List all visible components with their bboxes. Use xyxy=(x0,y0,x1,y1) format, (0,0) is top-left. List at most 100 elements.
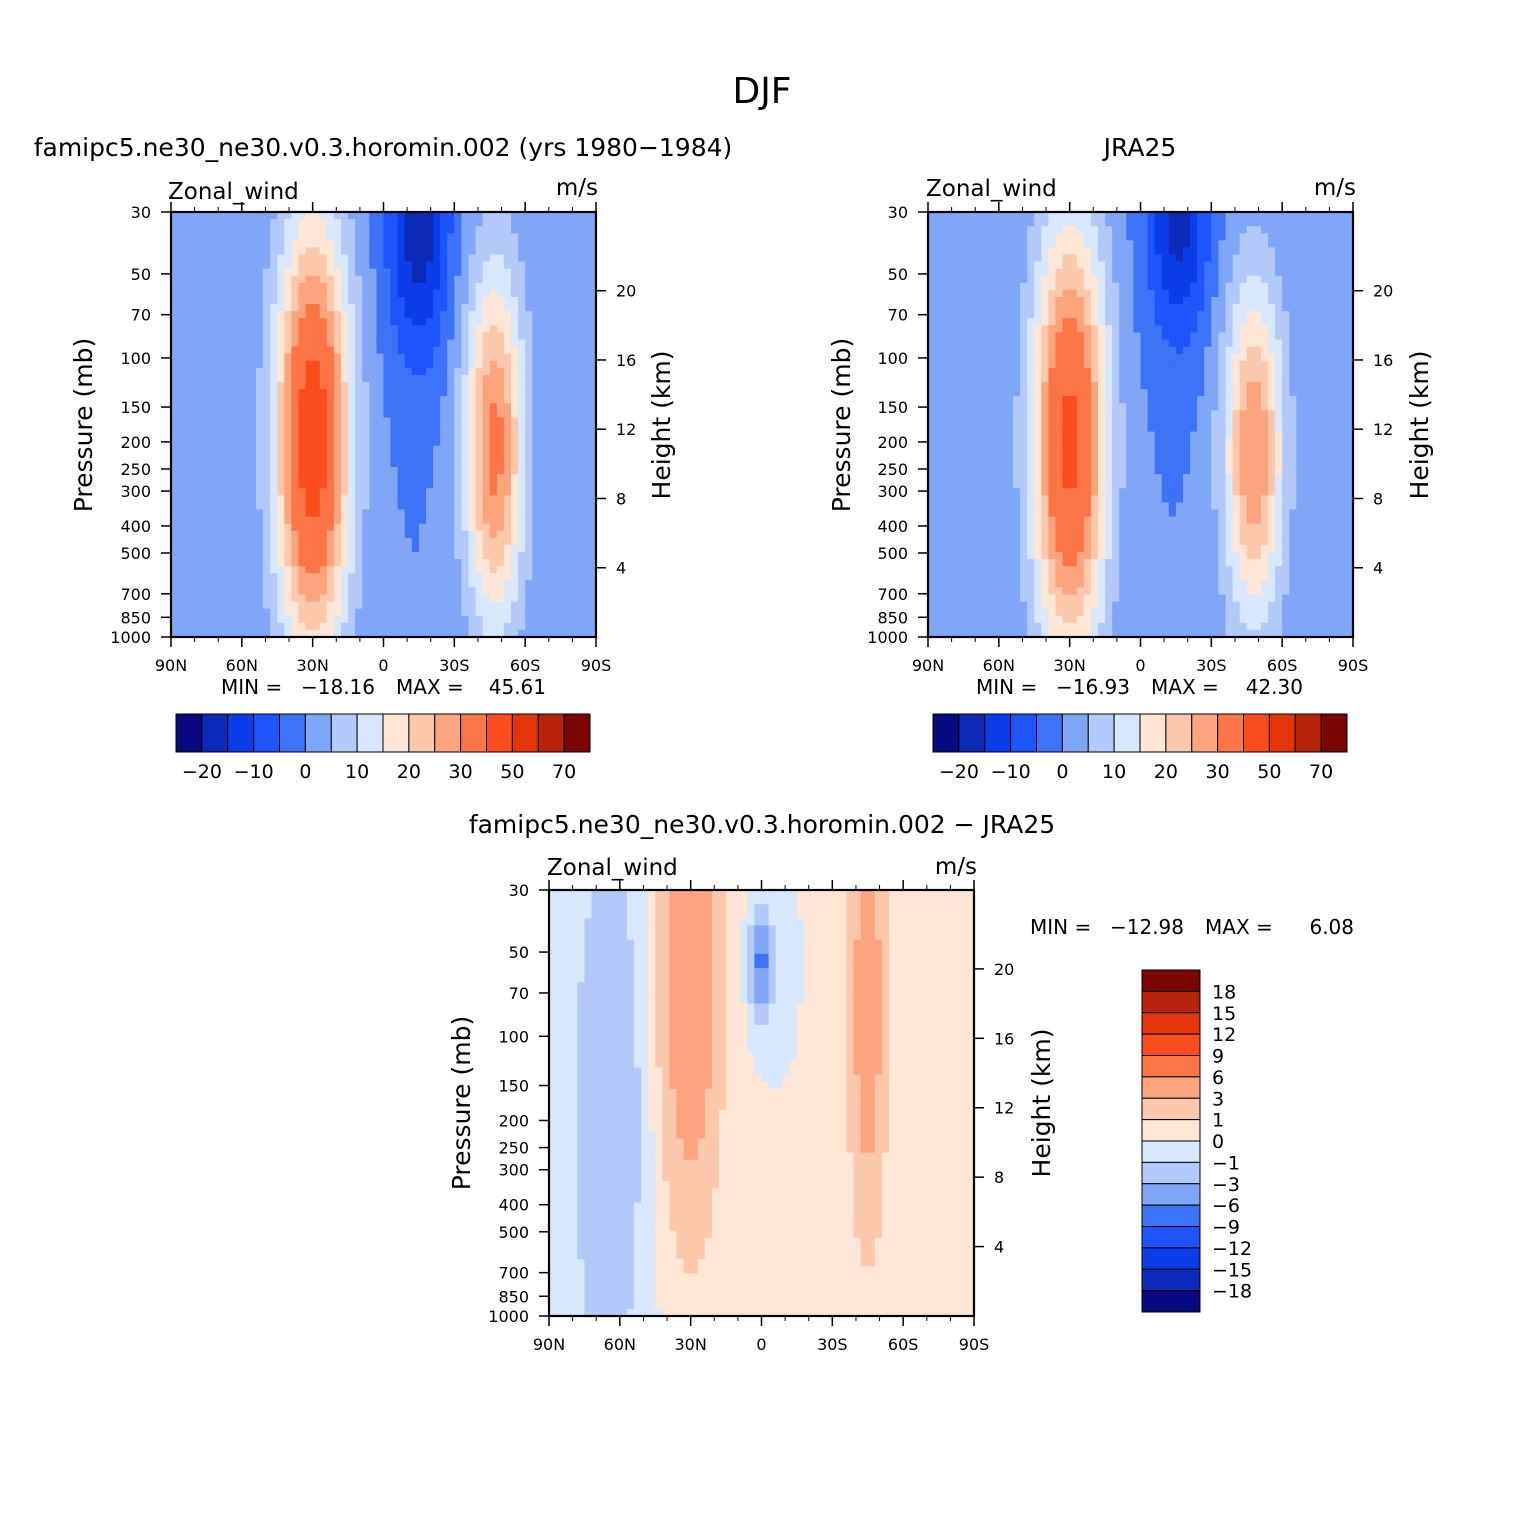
field-cell xyxy=(935,452,943,461)
field-cell xyxy=(213,410,222,419)
field-cell xyxy=(539,396,548,404)
field-cell xyxy=(447,417,455,426)
field-cell xyxy=(404,438,413,447)
field-cell xyxy=(213,417,222,426)
field-cell xyxy=(468,502,477,511)
field-cell xyxy=(362,530,370,539)
field-cell xyxy=(241,622,250,631)
field-cell xyxy=(369,594,378,603)
field-cell xyxy=(525,516,533,525)
field-cell xyxy=(546,474,555,482)
field-cell xyxy=(1013,438,1021,447)
field-cell xyxy=(333,431,342,440)
field-cell xyxy=(518,601,526,610)
field-cell xyxy=(461,502,470,511)
field-cell xyxy=(171,502,179,511)
field-cell xyxy=(1055,212,1064,220)
field-cell xyxy=(935,424,943,433)
field-cell xyxy=(220,608,229,617)
field-cell xyxy=(977,282,986,291)
field-cell xyxy=(326,580,335,589)
field-cell xyxy=(1048,573,1057,581)
x-tick-label: 0 xyxy=(378,656,388,675)
field-cell xyxy=(553,396,562,404)
field-cell xyxy=(185,544,193,553)
field-cell xyxy=(355,219,363,227)
field-cell xyxy=(942,502,950,511)
field-cell xyxy=(1069,608,1078,617)
field-cell xyxy=(489,559,498,567)
field-cell xyxy=(326,268,335,277)
field-cell xyxy=(241,537,250,546)
field-cell xyxy=(1020,516,1028,525)
field-cell xyxy=(454,530,463,539)
field-cell xyxy=(963,580,972,589)
field-cell xyxy=(991,410,1000,419)
field-cell xyxy=(581,537,590,546)
field-cell xyxy=(312,374,321,383)
field-cell xyxy=(1041,424,1050,433)
field-cell xyxy=(942,382,950,390)
field-cell xyxy=(588,353,597,362)
field-cell xyxy=(956,580,965,589)
field-cell xyxy=(298,516,307,525)
field-cell xyxy=(404,325,413,334)
field-cell xyxy=(935,417,943,426)
field-cell xyxy=(581,459,590,468)
field-cell xyxy=(475,254,484,263)
field-cell xyxy=(362,219,370,227)
field-cell xyxy=(1020,374,1028,383)
field-cell xyxy=(185,488,193,496)
field-cell xyxy=(998,289,1007,298)
field-cell xyxy=(525,360,533,369)
field-cell xyxy=(305,587,314,596)
field-cell xyxy=(319,587,328,596)
field-cell xyxy=(178,587,186,596)
field-cell xyxy=(206,233,215,241)
field-cell xyxy=(291,580,300,589)
field-cell xyxy=(553,459,562,468)
field-cell xyxy=(1034,389,1042,397)
field-cell xyxy=(291,403,300,411)
field-cell xyxy=(525,396,533,404)
field-cell xyxy=(942,240,950,249)
field-cell xyxy=(503,445,512,454)
field-cell xyxy=(178,622,186,631)
field-cell xyxy=(263,374,271,383)
field-cell xyxy=(241,289,250,298)
field-cell xyxy=(341,488,349,496)
field-cell xyxy=(956,247,965,256)
field-cell xyxy=(390,374,399,383)
field-cell xyxy=(397,629,406,638)
field-cell xyxy=(998,261,1007,270)
field-cell xyxy=(1020,339,1028,348)
field-cell xyxy=(341,431,349,440)
field-cell xyxy=(546,360,555,369)
field-cell xyxy=(447,594,455,603)
field-cell xyxy=(171,566,179,574)
field-cell xyxy=(397,289,406,298)
field-cell xyxy=(305,360,314,369)
field-cell xyxy=(418,622,427,631)
field-cell xyxy=(489,311,498,319)
field-cell xyxy=(532,318,540,326)
field-cell xyxy=(284,247,293,256)
field-cell xyxy=(949,410,957,419)
field-cell xyxy=(369,516,378,525)
field-cell xyxy=(199,481,208,489)
field-cell xyxy=(263,240,271,249)
field-cell xyxy=(935,226,943,234)
field-cell xyxy=(192,509,200,518)
field-cell xyxy=(447,318,455,326)
field-cell xyxy=(553,594,562,603)
field-cell xyxy=(185,424,193,433)
field-cell xyxy=(220,629,229,638)
field-cell xyxy=(956,481,965,489)
field-cell xyxy=(1013,530,1021,539)
field-cell xyxy=(426,233,434,241)
field-cell xyxy=(454,523,463,532)
field-cell xyxy=(234,495,243,504)
field-cell xyxy=(447,523,455,532)
field-cell xyxy=(949,481,957,489)
field-cell xyxy=(426,410,434,419)
